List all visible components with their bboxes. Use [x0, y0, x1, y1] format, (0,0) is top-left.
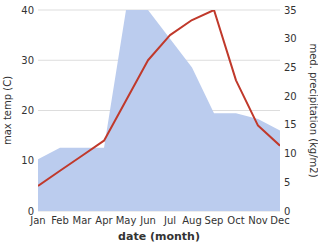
- x-tick-label: May: [116, 215, 137, 226]
- x-tick-label: Nov: [248, 215, 268, 226]
- chart: 01020304005101520253035JanFebMarAprMayJu…: [0, 0, 318, 247]
- x-tick-label: Oct: [227, 215, 244, 226]
- y2-tick-label: 35: [284, 5, 297, 16]
- x-tick-label: Apr: [95, 215, 113, 226]
- marks: [38, 10, 280, 211]
- x-tick-label: Jan: [29, 215, 45, 226]
- x-tick-label: Aug: [182, 215, 202, 226]
- y2-tick-label: 30: [284, 33, 297, 44]
- y-tick-label: 10: [21, 155, 34, 166]
- area: [38, 10, 280, 211]
- y2-tick-label: 5: [284, 177, 290, 188]
- chart-container: 01020304005101520253035JanFebMarAprMayJu…: [0, 0, 318, 247]
- y2-tick-label: 15: [284, 119, 297, 130]
- y2-tick-label: 10: [284, 148, 297, 159]
- axes: 01020304005101520253035JanFebMarAprMayJu…: [2, 5, 318, 244]
- y2-tick-label: 25: [284, 62, 297, 73]
- x-tick-label: Jul: [163, 215, 176, 226]
- grid: [38, 10, 280, 211]
- line: [38, 10, 280, 186]
- x-tick-label: Mar: [73, 215, 93, 226]
- x-axis-label: date (month): [118, 230, 200, 243]
- y-tick-label: 20: [21, 105, 34, 116]
- y2-axis-label: med. precipitation (kg/m2): [308, 43, 318, 177]
- y-tick-label: 40: [21, 5, 34, 16]
- y2-tick-label: 20: [284, 91, 297, 102]
- x-tick-label: Jun: [139, 215, 156, 226]
- y-tick-label: 30: [21, 55, 34, 66]
- x-tick-label: Sep: [205, 215, 224, 226]
- y-axis-label: max temp (C): [2, 76, 13, 145]
- x-tick-label: Feb: [51, 215, 69, 226]
- x-tick-label: Dec: [270, 215, 289, 226]
- grid-line: [38, 10, 280, 11]
